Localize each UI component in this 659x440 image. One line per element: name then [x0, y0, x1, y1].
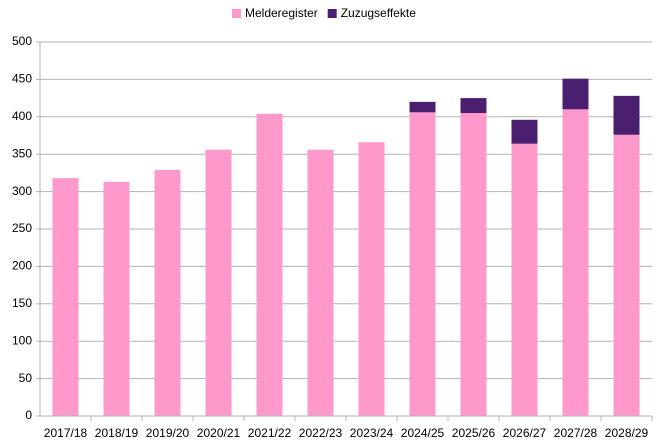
bar-segment [460, 98, 487, 114]
x-tick-label: 2025/26 [452, 426, 496, 440]
y-tick-label: 350 [12, 146, 32, 160]
bar-segment [613, 134, 640, 416]
x-tick-label: 2023/24 [350, 426, 394, 440]
y-tick-label: 250 [12, 221, 32, 235]
y-tick-label: 50 [19, 371, 33, 385]
x-tick-label: 2028/29 [605, 426, 649, 440]
x-tick-label: 2020/21 [197, 426, 241, 440]
x-tick-label: 2018/19 [95, 426, 139, 440]
x-tick-label: 2024/25 [401, 426, 445, 440]
y-tick-label: 300 [12, 184, 32, 198]
y-tick-label: 150 [12, 296, 32, 310]
bar-segment [307, 149, 334, 416]
bar-segment [409, 101, 436, 113]
bar-segment [562, 109, 589, 416]
bar-segment [52, 178, 79, 416]
bar-segment [154, 169, 181, 416]
x-tick-label: 2017/18 [44, 426, 88, 440]
bar-segment [409, 112, 436, 416]
bar-segment [511, 119, 538, 144]
y-tick-label: 100 [12, 333, 32, 347]
bar-segment [613, 95, 640, 135]
legend-label: Melderegister [245, 6, 318, 20]
y-tick-label: 400 [12, 109, 32, 123]
legend-swatch [327, 9, 337, 18]
x-tick-label: 2026/27 [503, 426, 547, 440]
x-tick-label: 2027/28 [554, 426, 598, 440]
bar-segment [460, 113, 487, 416]
y-tick-label: 450 [12, 72, 32, 86]
bar-segment [562, 78, 589, 110]
legend-swatch [232, 9, 241, 18]
bar-segment [358, 142, 385, 416]
bar-segment [205, 149, 232, 416]
x-tick-label: 2019/20 [146, 426, 190, 440]
bar-segment [511, 143, 538, 416]
y-tick-label: 0 [25, 408, 32, 422]
bar-segment [103, 181, 130, 416]
x-tick-label: 2021/22 [248, 426, 292, 440]
x-tick-label: 2022/23 [299, 426, 343, 440]
y-tick-label: 500 [12, 34, 32, 48]
y-tick-label: 200 [12, 259, 32, 273]
bar-segment [256, 113, 283, 417]
legend-label: Zuzugseffekte [341, 6, 416, 20]
